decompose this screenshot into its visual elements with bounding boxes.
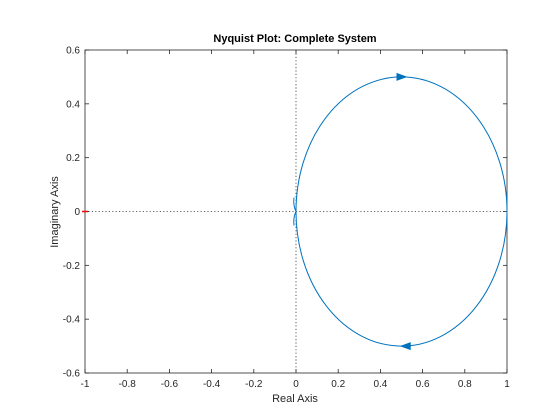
y-tick-label: 0 (74, 207, 80, 218)
x-axis-label: Real Axis (272, 393, 318, 405)
y-tick-label: -0.4 (63, 315, 81, 326)
direction-arrow (396, 72, 408, 81)
x-tick-label: 1 (504, 379, 510, 390)
x-tick-label: -0.4 (203, 379, 221, 390)
x-tick-label: 0.4 (373, 379, 387, 390)
x-tick-label: -0.8 (119, 379, 137, 390)
y-tick-label: -0.6 (63, 369, 81, 380)
direction-arrow (399, 342, 411, 351)
chart-title: Nyquist Plot: Complete System (213, 33, 376, 45)
y-tick-label: -0.2 (63, 261, 81, 272)
x-tick-label: 0 (293, 379, 299, 390)
x-tick-label: 0.2 (331, 379, 345, 390)
x-tick-label: -1 (81, 379, 90, 390)
y-tick-label: 0.6 (66, 46, 80, 57)
y-tick-label: 0.4 (66, 99, 80, 110)
x-tick-label: -0.2 (245, 379, 263, 390)
x-tick-label: -0.6 (161, 379, 179, 390)
x-tick-label: 0.6 (416, 379, 430, 390)
y-tick-label: 0.2 (66, 153, 80, 164)
x-tick-label: 0.8 (458, 379, 472, 390)
plot-area: -1 -0.8 -0.6 -0.4 -0.2 0 0.2 0.4 0.6 0.8 1 -0.6 -0.4… (63, 46, 510, 391)
nyquist-curve-origin-detail (293, 197, 297, 226)
y-axis-label: Imaginary Axis (49, 176, 61, 248)
nyquist-curve (295, 76, 508, 347)
